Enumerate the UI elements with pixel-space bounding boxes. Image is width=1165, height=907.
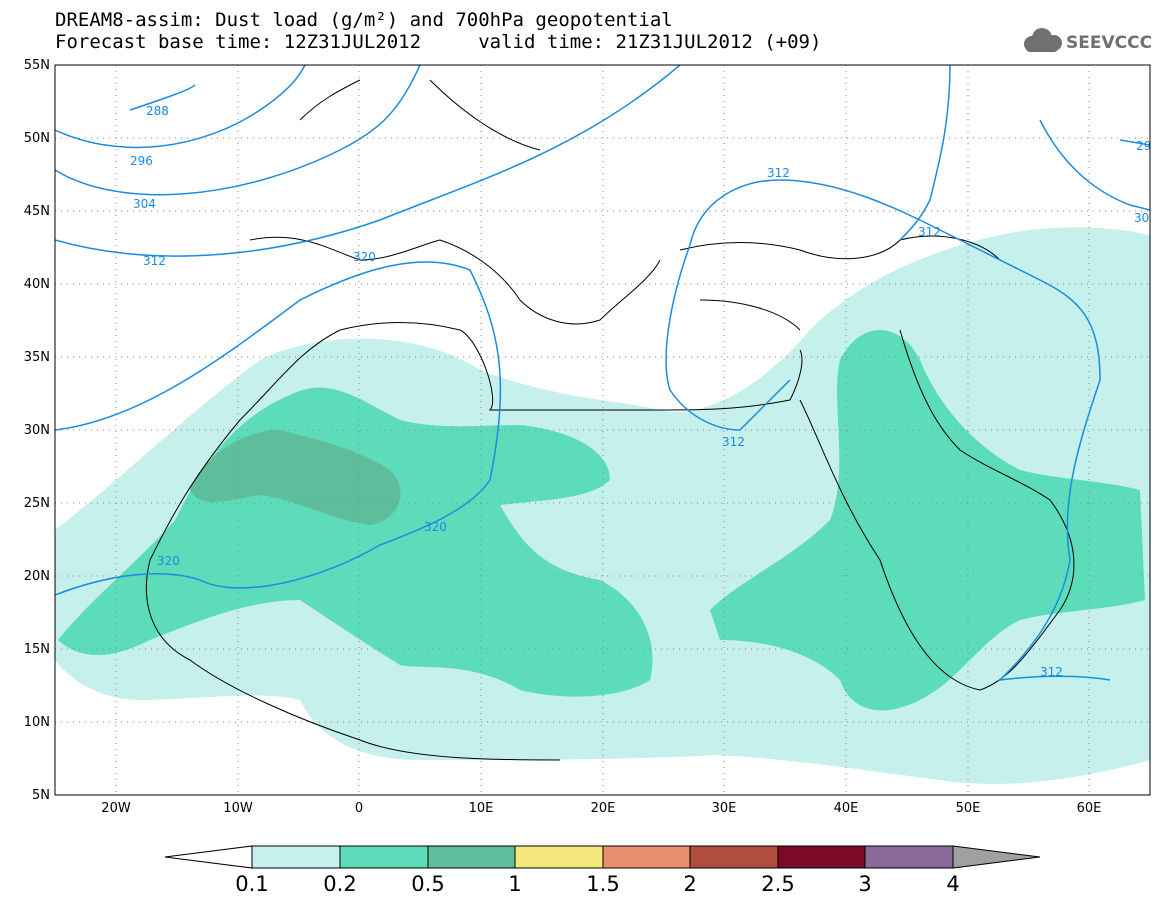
dust-region-moderate	[58, 387, 653, 697]
map-frame	[54, 64, 1151, 796]
colorbar-label: 0.2	[323, 872, 356, 896]
latitude-labels: 5N 10N 15N 20N 25N 30N 35N 40N 45N 50N 5…	[24, 58, 50, 803]
logo-text: SEEVCCC	[1066, 33, 1152, 53]
lon-label: 40E	[834, 801, 859, 816]
lat-label: 15N	[24, 642, 50, 657]
contour-label: 296	[130, 154, 153, 168]
lat-label: 55N	[24, 58, 50, 73]
contour-labels: 288 296 304 312 320 320 320 312 312 312 …	[130, 104, 1151, 679]
contour-label: 312	[1040, 665, 1063, 679]
colorbar-swatch	[864, 845, 954, 869]
map-title-line1: DREAM8-assim: Dust load (g/m²) and 700hP…	[55, 9, 673, 31]
colorbar-label: 1.5	[586, 872, 619, 896]
colorbar-labels: 0.1 0.2 0.5 1 1.5 2 2.5 3 4	[235, 872, 959, 896]
colorbar-swatch	[251, 845, 341, 869]
colorbar-label: 0.5	[411, 872, 444, 896]
lon-label: 30E	[712, 801, 737, 816]
dust-region-moderate-east	[710, 330, 1145, 711]
lat-label: 30N	[24, 423, 50, 438]
contour-label: 30	[1134, 211, 1149, 225]
coastlines	[145, 79, 1075, 761]
colorbar-swatch	[427, 845, 516, 869]
colorbar-label: 1	[508, 872, 521, 896]
contour-label: 312	[767, 166, 790, 180]
colorbar-swatch	[602, 845, 691, 869]
contour-label: 304	[133, 197, 156, 211]
contour-label: 312	[143, 254, 166, 268]
colorbar-under-triangle	[164, 845, 253, 869]
colorbar-label: 4	[946, 872, 959, 896]
lon-label: 20W	[101, 801, 131, 816]
colorbar-swatch	[514, 845, 604, 869]
contour-label: 312	[722, 435, 745, 449]
lat-label: 45N	[24, 204, 50, 219]
lat-label: 10N	[24, 715, 50, 730]
map-title-line2: Forecast base time: 12Z31JUL2012 valid t…	[55, 31, 822, 53]
lon-label: 50E	[956, 801, 981, 816]
contour-label: 288	[146, 104, 169, 118]
dust-region-high	[190, 430, 401, 525]
contour-label: 29	[1136, 139, 1151, 153]
lat-label: 25N	[24, 496, 50, 511]
seevccc-logo: SEEVCCC	[1024, 28, 1152, 53]
colorbar-label: 0.1	[235, 872, 268, 896]
lon-label: 20E	[591, 801, 616, 816]
contour-label: 320	[424, 520, 447, 534]
colorbar-label: 3	[858, 872, 871, 896]
colorbar-label: 2	[683, 872, 696, 896]
geopotential-contours	[55, 65, 1150, 682]
lat-label: 5N	[32, 788, 50, 803]
colorbar-swatch	[777, 845, 866, 869]
lon-label: 10E	[469, 801, 494, 816]
lon-label: 60E	[1077, 801, 1102, 816]
longitude-labels: 20W 10W 0 10E 20E 30E 40E 50E 60E	[101, 801, 1101, 816]
lat-label: 50N	[24, 131, 50, 146]
colorbar-over-triangle	[952, 845, 1041, 869]
colorbar-swatch	[339, 845, 429, 869]
lon-label: 0	[355, 801, 363, 816]
graticule	[55, 65, 1150, 795]
contour-label: 312	[918, 225, 941, 239]
colorbar-swatch	[689, 845, 779, 869]
contour-label: 320	[157, 554, 180, 568]
colorbar-label: 2.5	[761, 872, 794, 896]
contour-label: 320	[353, 250, 376, 264]
lat-label: 35N	[24, 350, 50, 365]
cloud-icon	[1024, 28, 1062, 52]
lon-label: 10W	[223, 801, 253, 816]
lat-label: 20N	[24, 569, 50, 584]
lat-label: 40N	[24, 277, 50, 292]
